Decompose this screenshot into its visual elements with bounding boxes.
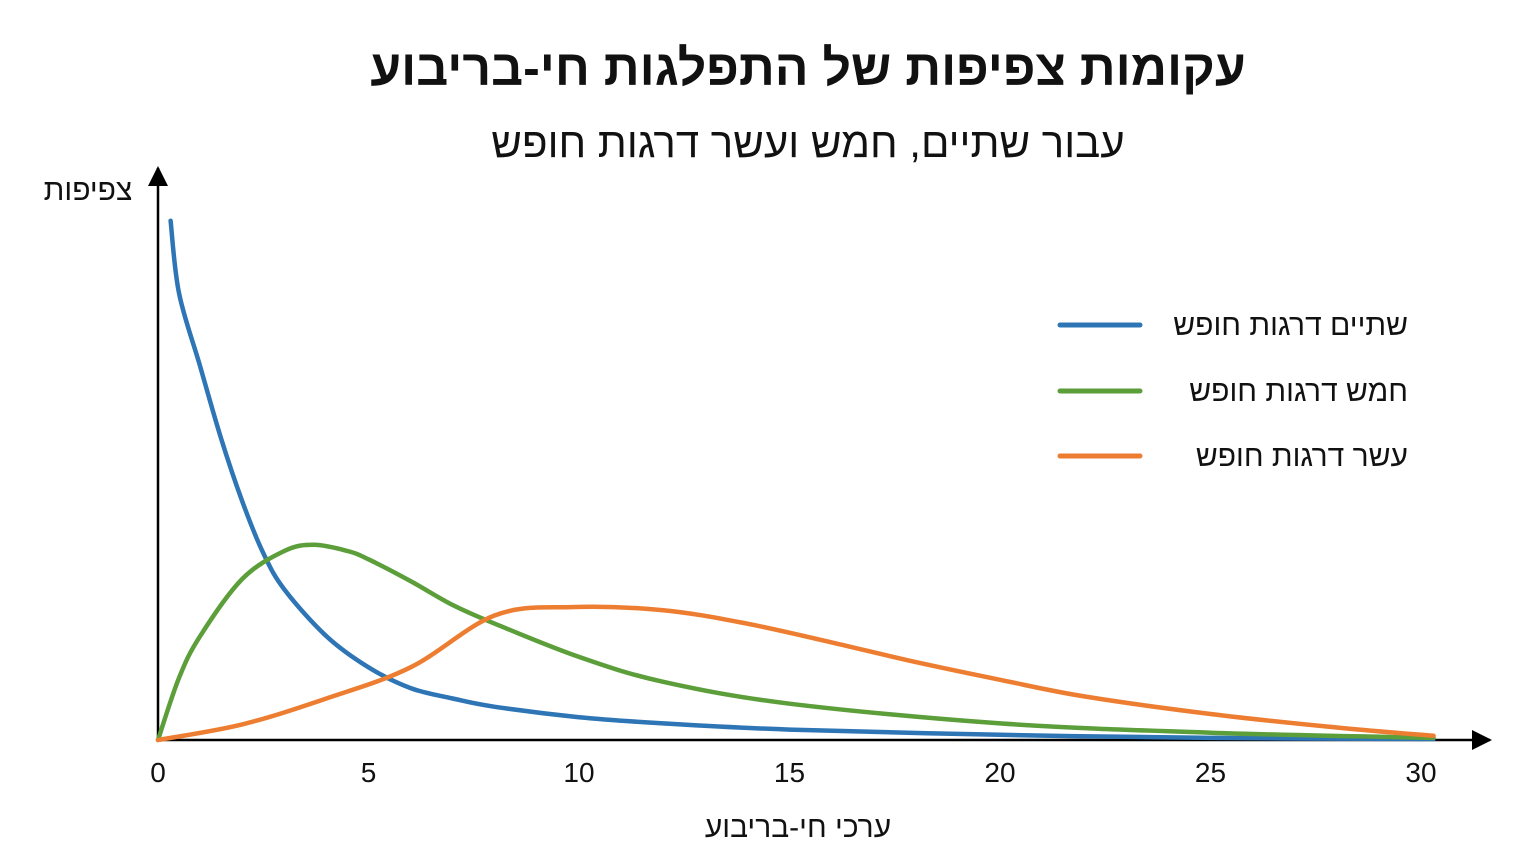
x-axis-label: ערכי חי-בריבוע: [705, 811, 891, 844]
x-tick-label: 5: [361, 757, 377, 788]
chart-title: עקומות צפיפות של התפלגות חי-בריבוע: [370, 40, 1246, 96]
x-tick-label: 25: [1195, 757, 1226, 788]
x-tick-label: 20: [984, 757, 1015, 788]
series-line-3: [155, 604, 1436, 743]
series-line-2: [155, 542, 1436, 743]
y-axis-label: צפיפות: [44, 174, 133, 207]
legend-label-2: חמש דרגות חופש: [1189, 375, 1408, 408]
legend-label-1: שתיים דרגות חופש: [1173, 309, 1408, 342]
legend-label-3: עשר דרגות חופש: [1196, 440, 1408, 473]
x-tick-label: 0: [150, 757, 166, 788]
x-tick-label: 15: [774, 757, 805, 788]
chart-subtitle: עבור שתיים, חמש ועשר דרגות חופש: [491, 119, 1124, 166]
legend: שתיים דרגות חופש חמש דרגות חופש עשר דרגות …: [1057, 309, 1408, 473]
x-tick-label: 10: [563, 757, 594, 788]
series-line-1: [168, 218, 1436, 742]
series-curves: [155, 218, 1436, 743]
x-tick-label: 30: [1405, 757, 1436, 788]
x-axis-ticks: 0 5 10 15 20 25 30: [150, 757, 1436, 788]
